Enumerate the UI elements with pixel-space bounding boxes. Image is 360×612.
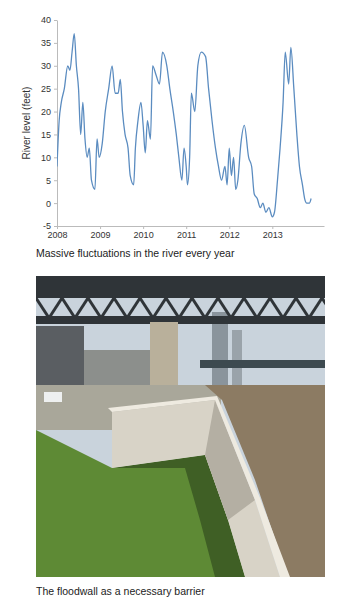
chart-caption: Massive fluctuations in the river every … [36,247,235,259]
y-tick-label: 25 [41,84,51,94]
x-tick: 2012 [220,226,240,240]
y-tick-mark [54,20,57,21]
bridge-truss [36,298,49,318]
bridge-truss [244,298,257,318]
y-tick: 25 [41,84,57,94]
y-tick: 35 [41,38,57,48]
y-tick: 10 [41,153,57,163]
bridge-pier [150,322,178,392]
bridge-truss [192,298,205,318]
x-tick-label: 2011 [177,230,196,240]
x-tick-label: 2008 [47,230,67,240]
y-tick-label: 40 [41,15,51,25]
y-tick-mark [54,226,57,227]
x-tick-label: 2010 [134,230,154,240]
bridge-deck [36,276,325,298]
bridge-truss [257,298,270,318]
y-tick-mark [54,43,57,44]
x-axis-line [58,226,325,227]
y-axis-line [57,21,58,227]
x-tick-mark [272,226,273,229]
bridge-truss [166,298,179,318]
y-tick-mark [54,203,57,204]
x-tick-mark [100,226,101,229]
bridge-truss [283,298,296,318]
y-tick-label: 15 [41,130,51,140]
x-tick: 2013 [263,226,283,240]
x-tick-mark [57,226,58,229]
x-axis: 2008 2009 2010 2011 2012 2013 [47,226,324,240]
y-axis-title: River level (feet) [21,87,32,160]
y-tick-label: 35 [41,38,51,48]
bridge-truss [231,298,244,318]
y-tick: 15 [41,130,57,140]
buildings [84,350,154,390]
y-tick: 40 [41,15,57,25]
bridge-truss [179,298,192,318]
x-tick: 2010 [134,226,154,240]
x-tick-mark [143,226,144,229]
van [44,392,62,402]
x-tick-mark [229,226,230,229]
bridge-truss [49,298,62,318]
far-bridge [200,360,325,368]
page: -505101520253035402008200920102011201220… [0,0,360,612]
bridge-truss [153,298,166,318]
left-structure [36,326,84,390]
y-tick-label: 5 [46,176,51,186]
photo [36,276,325,577]
x-tick-mark [186,226,187,229]
y-axis: -50510152025303540 [41,15,58,231]
x-tick-label: 2009 [91,230,111,240]
y-tick-label: 10 [41,153,51,163]
bridge-truss [127,298,140,318]
bridge-truss [309,298,322,318]
bridge-truss [296,298,309,318]
y-tick-mark [54,89,57,90]
sky [36,276,325,577]
photo-caption: The floodwall as a necessary barrier [36,585,205,597]
bridge-truss [88,298,101,318]
y-tick-mark [54,112,57,113]
x-tick: 2011 [177,226,196,240]
floodwall-top [108,396,290,577]
y-tick-mark [54,66,57,67]
x-tick: 2009 [91,226,111,240]
y-tick-label: 20 [41,107,51,117]
y-tick: 5 [46,176,57,186]
plot-marks [57,34,311,217]
floodwall-corner [205,400,255,520]
x-tick-label: 2012 [220,230,240,240]
bridge-truss [218,298,231,318]
river-level-line [57,34,311,217]
bridge-truss [140,298,153,318]
bridge-truss [114,298,127,318]
y-tick-mark [54,134,57,135]
y-tick-label: 30 [41,61,51,71]
x-tick: 2008 [47,226,67,240]
bridge-truss [270,298,283,318]
bridge-truss [101,298,114,318]
y-tick-mark [54,157,57,158]
y-tick: 20 [41,107,57,117]
distant-building [232,330,242,385]
bridge-truss [322,298,325,318]
y-tick-mark [54,180,57,181]
y-tick: 30 [41,61,57,71]
y-tick-label: 0 [46,198,51,208]
bridge-truss [62,298,75,318]
bridge-truss [75,298,88,318]
bridge-truss [205,298,218,318]
y-tick: 0 [46,198,57,208]
x-tick-label: 2013 [263,230,283,240]
